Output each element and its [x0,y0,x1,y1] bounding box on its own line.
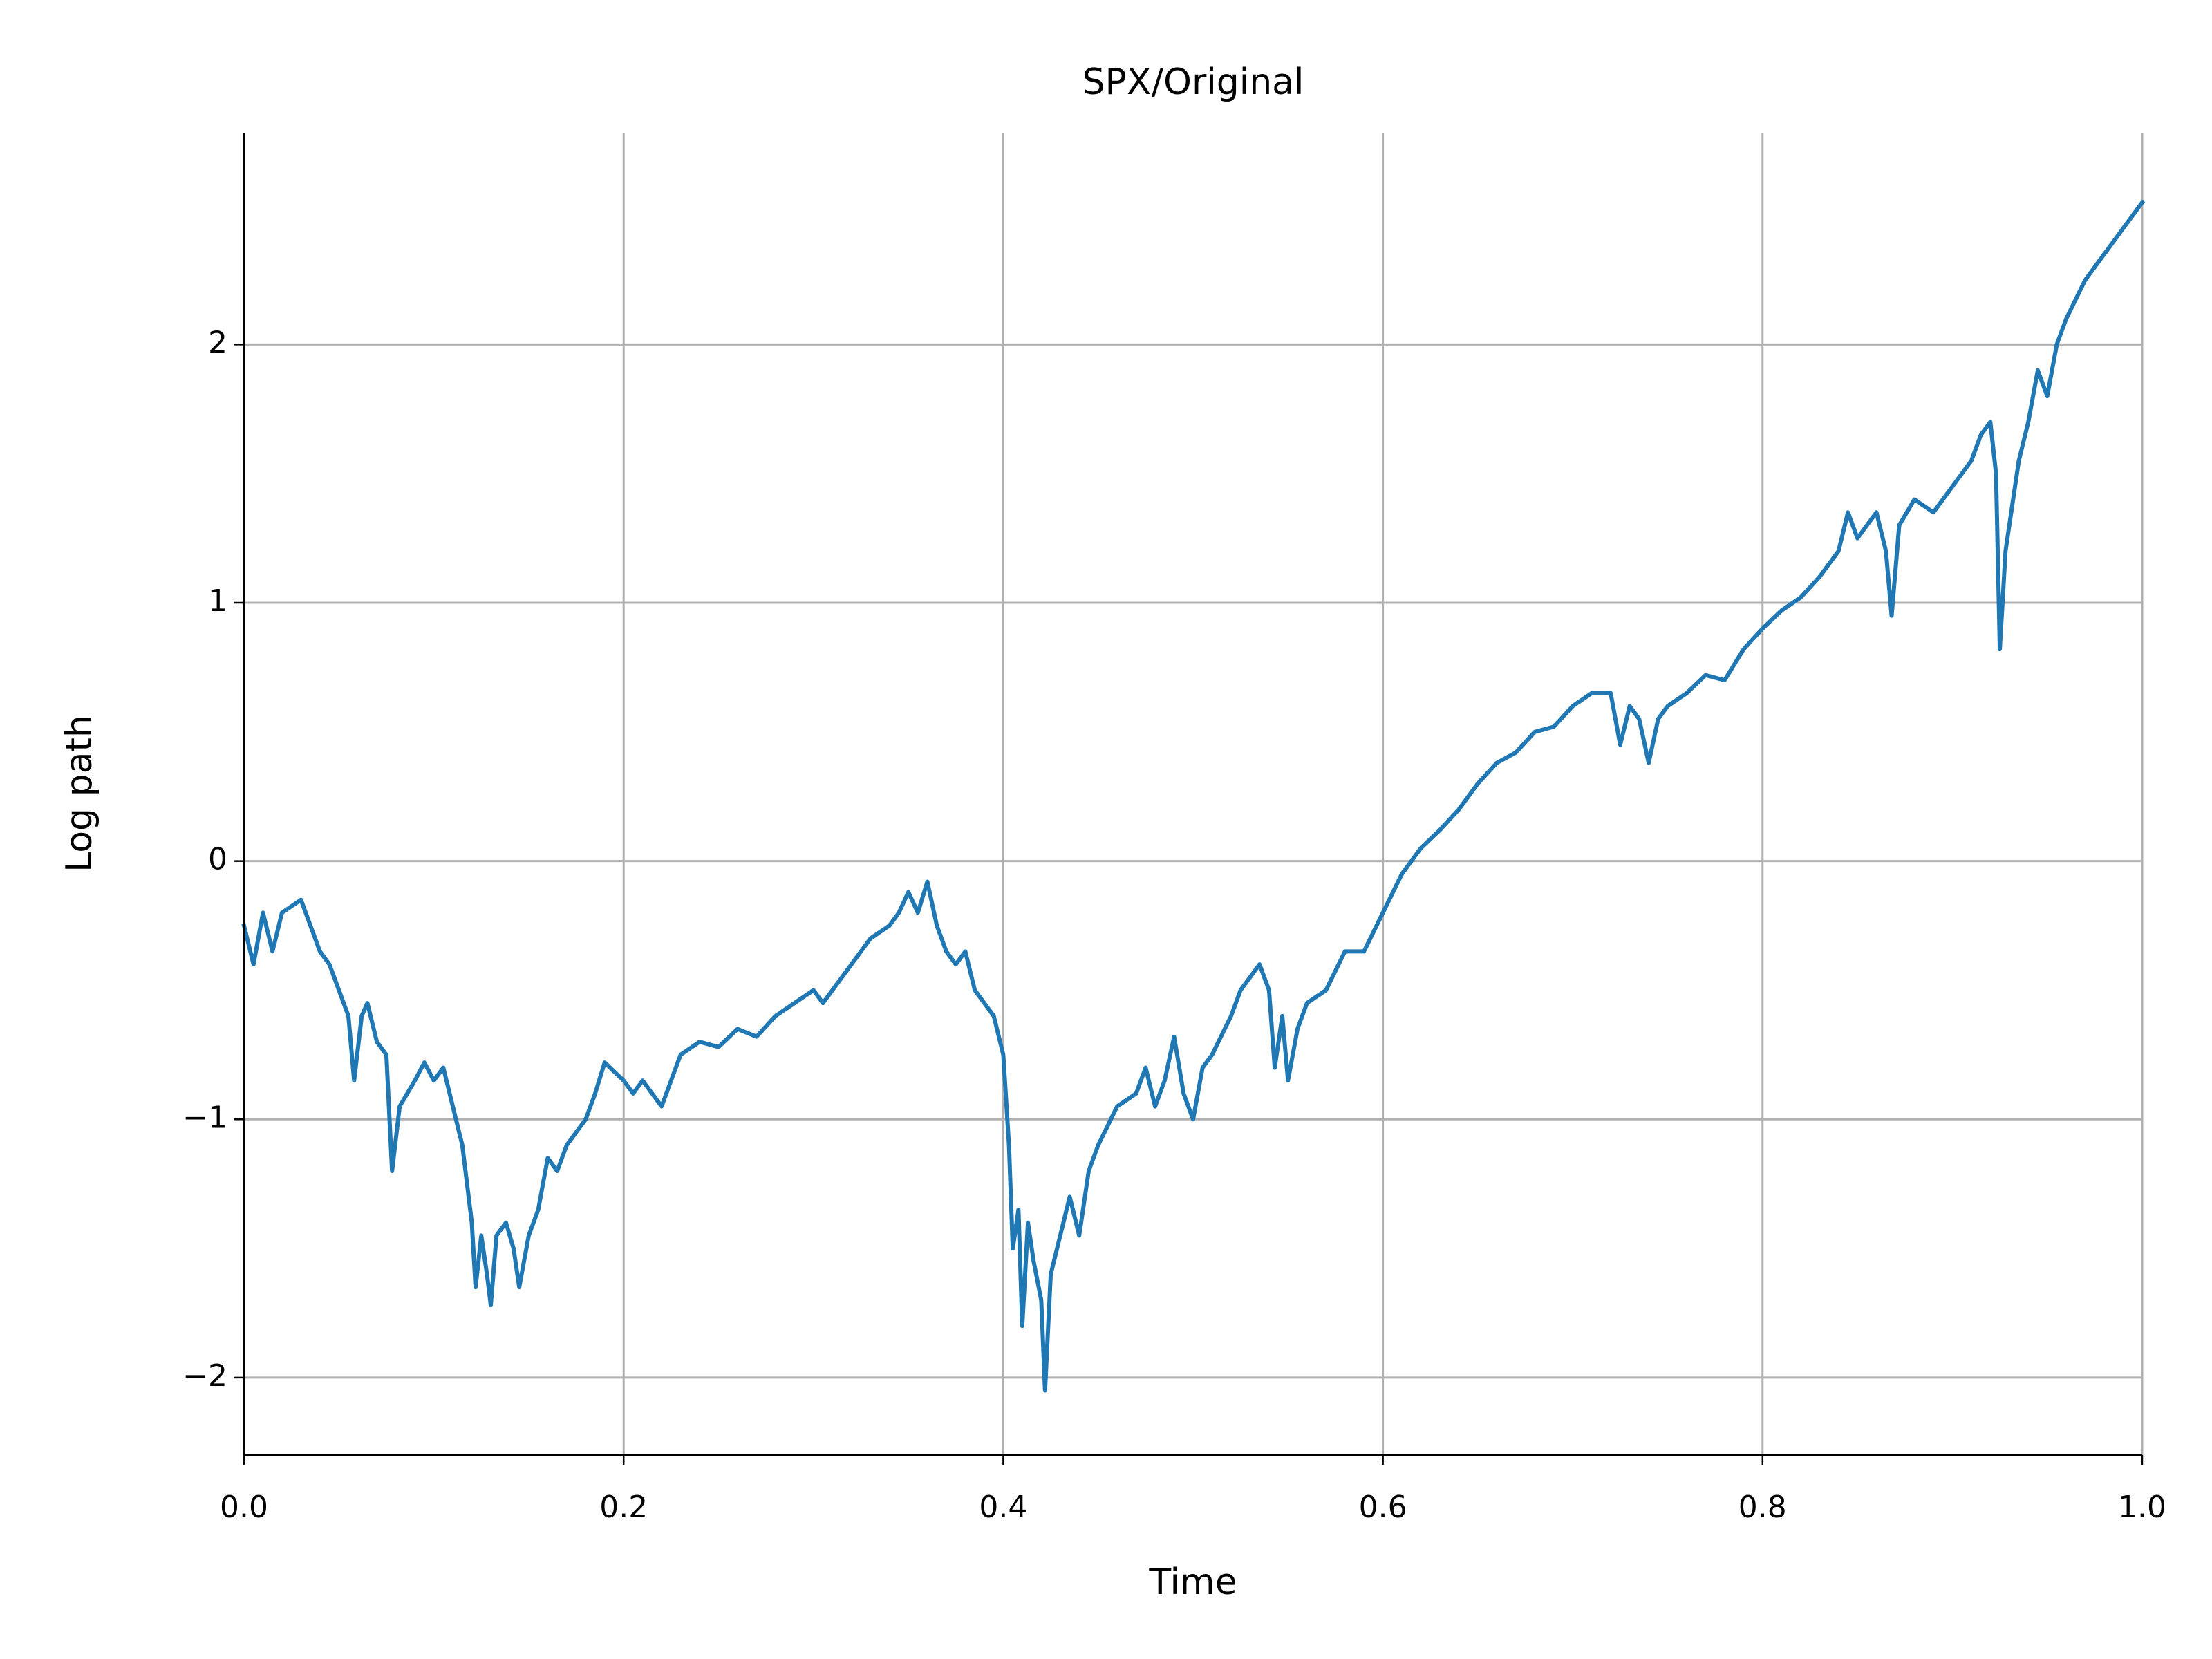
x-tick-label: 0.0 [220,1490,268,1525]
x-axis-label: Time [1148,1562,1237,1603]
y-tick-label: −1 [182,1100,227,1135]
x-tick-label: 0.8 [1738,1490,1787,1525]
x-tick-label: 0.2 [599,1490,648,1525]
y-tick-label: 2 [208,325,227,360]
x-tick-label: 1.0 [2118,1490,2166,1525]
y-axis-label: Log path [59,715,100,872]
y-tick-label: −2 [182,1358,227,1394]
y-tick-label: 1 [208,583,227,619]
x-tick-label: 0.4 [979,1490,1027,1525]
data-line [241,199,2146,1393]
y-tick-label: 0 [208,842,227,877]
chart-title: SPX/Original [1082,62,1304,103]
x-tick-label: 0.6 [1359,1490,1407,1525]
